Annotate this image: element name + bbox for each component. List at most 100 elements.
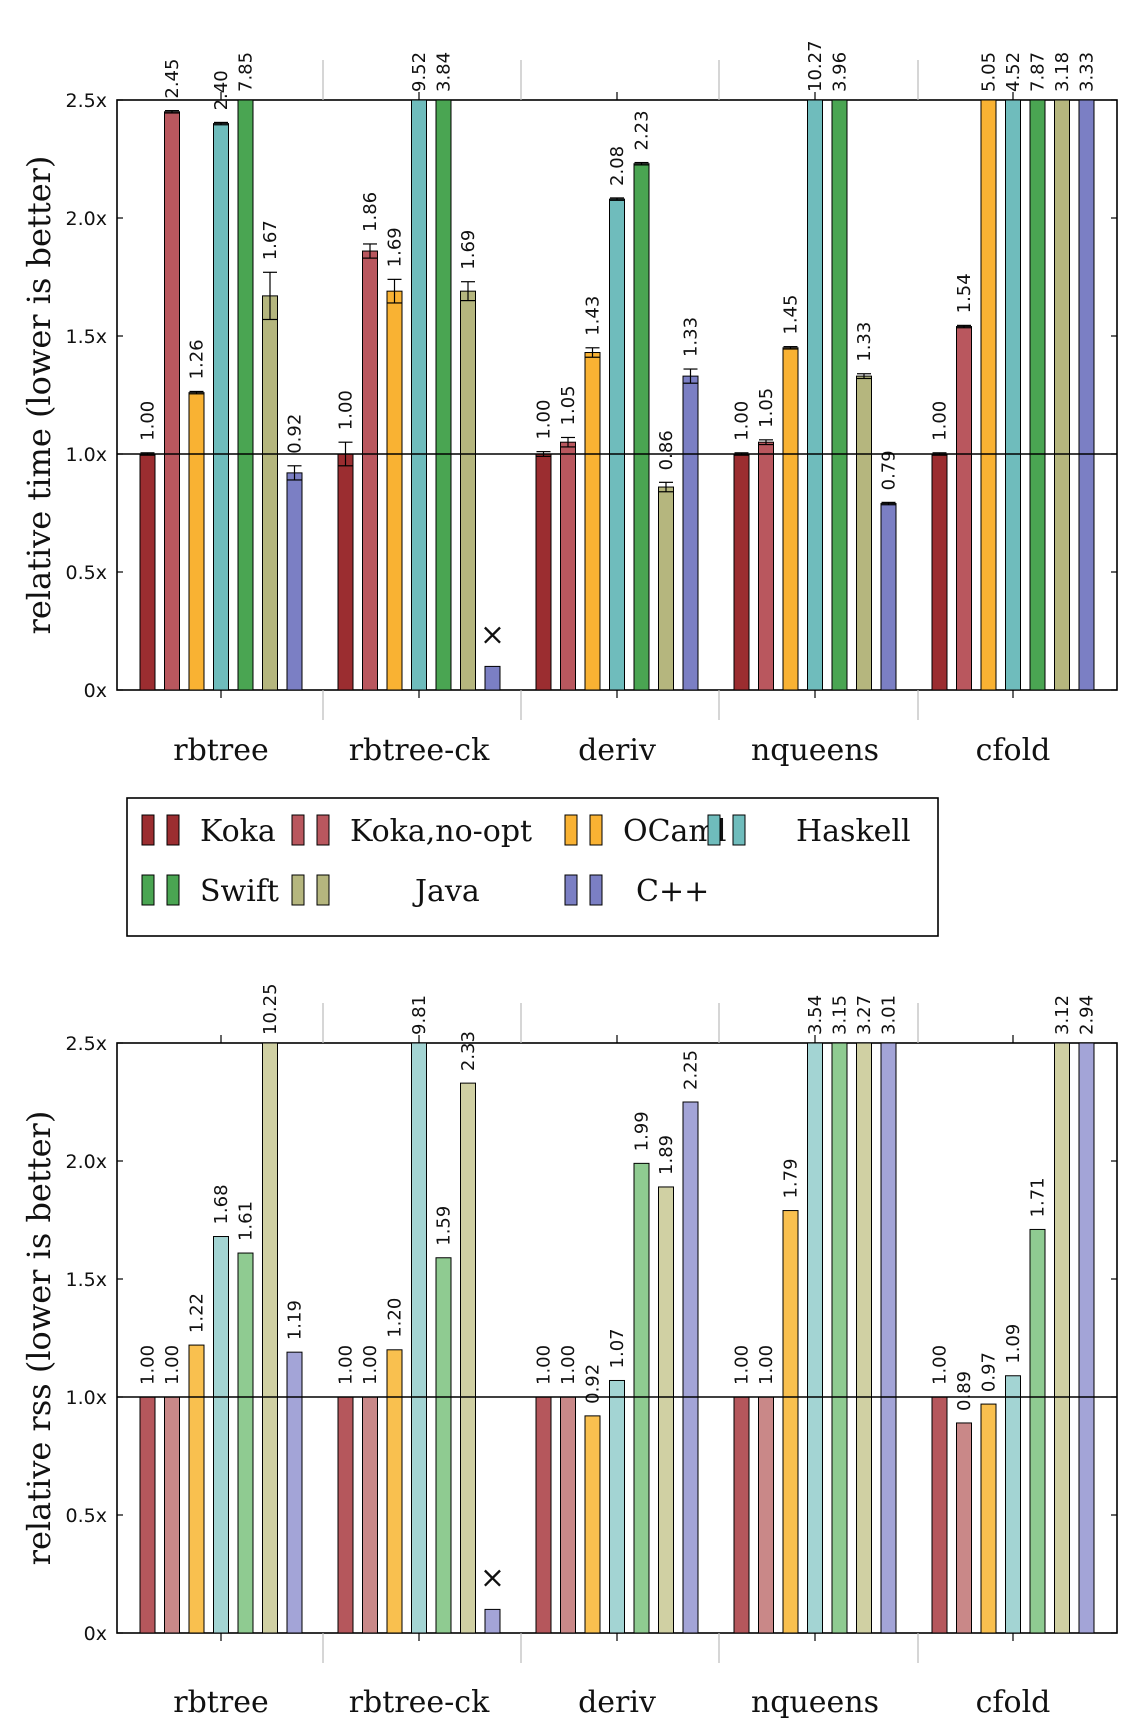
data-label: 1.05	[558, 385, 579, 425]
data-label: 9.52	[409, 52, 430, 92]
data-label: 1.09	[1003, 1324, 1024, 1364]
data-label: 3.12	[1052, 995, 1073, 1035]
bar	[956, 1422, 972, 1634]
bar	[411, 99, 427, 691]
legend-swatch	[707, 814, 721, 846]
legend-swatch	[589, 814, 603, 846]
legend-swatch	[564, 814, 578, 846]
bar	[682, 375, 699, 691]
failed-marker: ×	[480, 1560, 505, 1595]
bar	[831, 1042, 848, 1634]
bar	[733, 1396, 750, 1634]
data-label: 0.92	[285, 414, 306, 454]
data-label: 1.00	[756, 1345, 777, 1385]
bar	[1054, 99, 1070, 691]
y-tick-label: 1.5x	[66, 1269, 107, 1291]
y-tick-label: 2.5x	[66, 1033, 107, 1055]
data-label: 3.01	[879, 995, 900, 1035]
data-label: 1.00	[732, 1345, 753, 1385]
data-label: 1.33	[681, 317, 702, 357]
bar	[658, 1186, 674, 1634]
category-label: cfold	[976, 733, 1051, 768]
data-label: 1.00	[162, 1345, 183, 1385]
bar	[633, 1162, 650, 1634]
data-label: 1.19	[285, 1300, 306, 1340]
bar	[362, 250, 378, 691]
data-label: 1.00	[360, 1345, 381, 1385]
data-label: 1.00	[138, 1345, 159, 1385]
data-label: 1.54	[954, 273, 975, 313]
bar	[1078, 99, 1095, 691]
data-label: 2.25	[681, 1050, 702, 1090]
y-tick-label: 0.5x	[66, 1505, 107, 1527]
data-label: 1.69	[458, 230, 479, 270]
bar	[386, 1349, 403, 1634]
data-label: 2.08	[607, 146, 628, 186]
data-label: 1.67	[260, 220, 281, 260]
legend-swatch	[141, 874, 155, 906]
bar	[337, 453, 354, 691]
data-label: 0.92	[583, 1364, 604, 1404]
bar	[856, 1042, 872, 1634]
rss-chart: 0x 0.5x 1.0x 1.5x 2.0x 2.5x relative rss (lowe…	[20, 983, 1118, 1720]
bar	[188, 1344, 205, 1634]
category-label: deriv	[578, 733, 656, 768]
data-label: 1.99	[632, 1111, 653, 1151]
bar	[609, 198, 625, 691]
legend-swatch	[589, 874, 603, 906]
legend-swatch	[316, 874, 330, 906]
data-label: 1.33	[854, 322, 875, 362]
data-label: 2.33	[458, 1031, 479, 1071]
data-label: 1.79	[781, 1158, 802, 1198]
data-label: 3.54	[805, 995, 826, 1035]
category-label: rbtree	[173, 1685, 268, 1720]
bar	[733, 453, 750, 691]
bar	[1005, 1375, 1021, 1634]
data-label: 1.00	[558, 1345, 579, 1385]
bar	[139, 453, 156, 691]
data-label: 5.05	[979, 52, 1000, 92]
y-tick-label: 1.0x	[66, 1387, 107, 1409]
data-label: 1.26	[187, 339, 208, 379]
data-label: 1.00	[336, 1345, 357, 1385]
legend-box	[126, 797, 939, 937]
bar	[831, 99, 848, 691]
data-label: 0.86	[656, 430, 677, 470]
legend-swatch	[316, 814, 330, 846]
data-label: 3.27	[854, 995, 875, 1035]
bar	[758, 1396, 774, 1634]
failed-marker: ×	[480, 617, 505, 652]
failed-bar	[484, 1608, 501, 1634]
y-axis-label: relative time (lower is better)	[20, 156, 58, 635]
data-label: 0.79	[879, 450, 900, 490]
bar	[856, 375, 872, 691]
bar	[782, 1210, 799, 1634]
data-label: 1.69	[385, 227, 406, 267]
data-label: 7.85	[236, 52, 257, 92]
bar	[560, 1396, 576, 1634]
data-label: 1.00	[732, 401, 753, 441]
failed-bar	[484, 665, 501, 691]
bar	[411, 1042, 427, 1634]
data-label: 2.40	[211, 70, 232, 110]
bar	[931, 453, 948, 691]
bar	[362, 1396, 378, 1634]
bar	[807, 1042, 823, 1634]
bar	[460, 290, 476, 691]
data-label: 10.27	[805, 40, 826, 92]
y-tick-label: 2.5x	[66, 90, 107, 112]
bar	[658, 486, 674, 691]
bar	[262, 1042, 278, 1634]
data-label: 1.86	[360, 192, 381, 232]
bar	[1005, 99, 1021, 691]
bar	[758, 441, 774, 691]
bar	[980, 1403, 997, 1634]
bar	[807, 99, 823, 691]
category-label: rbtree-ck	[349, 1685, 490, 1720]
y-tick-label: 0.5x	[66, 562, 107, 584]
data-label: 1.00	[534, 1345, 555, 1385]
data-label: 3.15	[830, 995, 851, 1035]
bar	[584, 1415, 601, 1634]
legend-swatch	[291, 874, 305, 906]
